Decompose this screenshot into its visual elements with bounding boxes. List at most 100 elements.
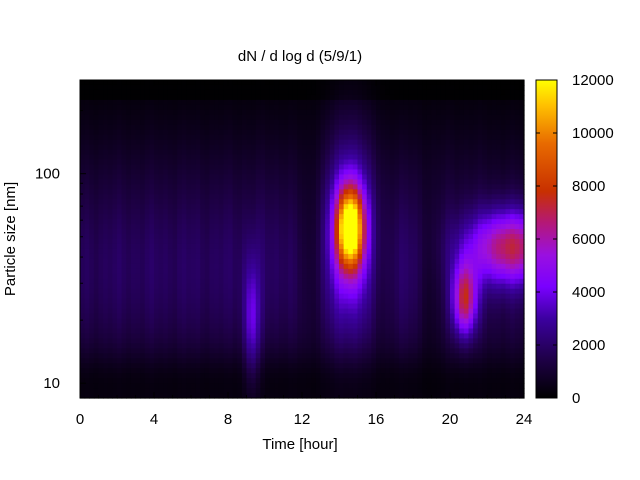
heatmap-cell bbox=[329, 358, 335, 364]
heatmap-cell bbox=[385, 378, 391, 384]
heatmap-cell bbox=[376, 363, 382, 369]
heatmap-cell bbox=[181, 323, 187, 330]
heatmap-cell bbox=[186, 353, 192, 359]
heatmap-cell bbox=[371, 204, 377, 210]
heatmap-cell bbox=[89, 149, 95, 156]
heatmap-cell bbox=[278, 159, 285, 166]
heatmap-cell bbox=[417, 308, 423, 315]
heatmap-cell bbox=[209, 139, 215, 146]
heatmap-cell bbox=[292, 288, 298, 295]
heatmap-cell bbox=[191, 353, 197, 359]
heatmap-cell bbox=[154, 383, 160, 389]
heatmap-cell bbox=[241, 109, 248, 116]
heatmap-cell bbox=[209, 104, 215, 111]
heatmap-cell bbox=[334, 293, 340, 300]
heatmap-cell bbox=[265, 253, 271, 260]
heatmap-cell bbox=[315, 139, 322, 146]
heatmap-cell bbox=[154, 159, 160, 166]
heatmap-cell bbox=[130, 308, 137, 315]
heatmap-cell bbox=[167, 348, 174, 354]
heatmap-cell bbox=[315, 94, 322, 101]
heatmap-cell bbox=[214, 169, 220, 176]
heatmap-cell bbox=[366, 204, 372, 210]
heatmap-cell bbox=[260, 243, 266, 250]
heatmap-cell bbox=[422, 194, 428, 200]
heatmap-cell bbox=[251, 169, 257, 176]
heatmap-cell bbox=[195, 368, 201, 374]
heatmap-cell bbox=[320, 224, 326, 230]
heatmap-cell bbox=[417, 84, 423, 91]
heatmap-cell bbox=[191, 293, 197, 300]
heatmap-cell bbox=[163, 388, 169, 394]
heatmap-cell bbox=[329, 174, 335, 180]
heatmap-cell bbox=[320, 114, 326, 121]
heatmap-cell bbox=[260, 378, 266, 384]
heatmap-cell bbox=[158, 278, 164, 285]
heatmap-cell bbox=[84, 293, 90, 300]
heatmap-cell bbox=[329, 149, 335, 156]
heatmap-cell bbox=[228, 243, 234, 250]
heatmap-cell bbox=[431, 368, 437, 374]
heatmap-cell bbox=[422, 164, 428, 171]
heatmap-cell bbox=[325, 154, 331, 161]
heatmap-cell bbox=[265, 318, 271, 325]
heatmap-cell bbox=[399, 204, 405, 210]
heatmap-cell bbox=[107, 318, 113, 325]
heatmap-cell bbox=[320, 263, 326, 270]
heatmap-cell bbox=[237, 99, 243, 106]
heatmap-cell bbox=[200, 119, 206, 126]
heatmap-cell bbox=[186, 129, 192, 136]
heatmap-cell bbox=[163, 194, 169, 200]
heatmap-cell bbox=[80, 194, 86, 200]
heatmap-cell bbox=[408, 119, 414, 126]
heatmap-cell bbox=[292, 239, 298, 245]
heatmap-cell bbox=[103, 134, 109, 141]
heatmap-cell bbox=[177, 278, 183, 285]
heatmap-cell bbox=[362, 383, 368, 389]
heatmap-cell bbox=[126, 353, 132, 359]
heatmap-cell bbox=[112, 124, 118, 131]
heatmap-cell bbox=[218, 164, 224, 171]
heatmap-cell bbox=[306, 388, 312, 394]
heatmap-cell bbox=[103, 194, 109, 200]
heatmap-cell bbox=[80, 288, 86, 295]
heatmap-cell bbox=[158, 318, 164, 325]
heatmap-cell bbox=[325, 318, 331, 325]
heatmap-cell bbox=[107, 338, 113, 344]
heatmap-cell bbox=[135, 248, 141, 255]
heatmap-cell bbox=[260, 358, 266, 364]
heatmap-cell bbox=[306, 288, 312, 295]
heatmap-cell bbox=[195, 388, 201, 394]
heatmap-cell bbox=[278, 199, 285, 205]
heatmap-cell bbox=[149, 84, 155, 91]
heatmap-cell bbox=[107, 383, 113, 389]
heatmap-cell bbox=[186, 348, 192, 354]
heatmap-cell bbox=[274, 99, 280, 106]
heatmap-cell bbox=[302, 323, 308, 330]
heatmap-cell bbox=[389, 283, 396, 290]
heatmap-cell bbox=[158, 388, 164, 394]
heatmap-cell bbox=[237, 239, 243, 245]
heatmap-cell bbox=[417, 383, 423, 389]
heatmap-cell bbox=[167, 224, 174, 230]
heatmap-cell bbox=[403, 119, 409, 126]
heatmap-cell bbox=[158, 149, 164, 156]
heatmap-cell bbox=[98, 174, 104, 180]
heatmap-cell bbox=[149, 119, 155, 126]
heatmap-cell bbox=[214, 119, 220, 126]
heatmap-cell bbox=[339, 303, 345, 310]
heatmap-cell bbox=[223, 214, 229, 220]
heatmap-cell bbox=[214, 378, 220, 384]
heatmap-cell bbox=[288, 209, 294, 215]
heatmap-cell bbox=[306, 313, 312, 320]
heatmap-cell bbox=[394, 388, 400, 394]
heatmap-cell bbox=[223, 84, 229, 91]
heatmap-cell bbox=[339, 89, 345, 96]
heatmap-cell bbox=[297, 94, 303, 101]
heatmap-cell bbox=[223, 253, 229, 260]
heatmap-cell bbox=[246, 149, 252, 156]
heatmap-cell bbox=[121, 293, 127, 300]
heatmap-cell bbox=[191, 313, 197, 320]
heatmap-cell bbox=[343, 119, 349, 126]
heatmap-cell bbox=[186, 149, 192, 156]
